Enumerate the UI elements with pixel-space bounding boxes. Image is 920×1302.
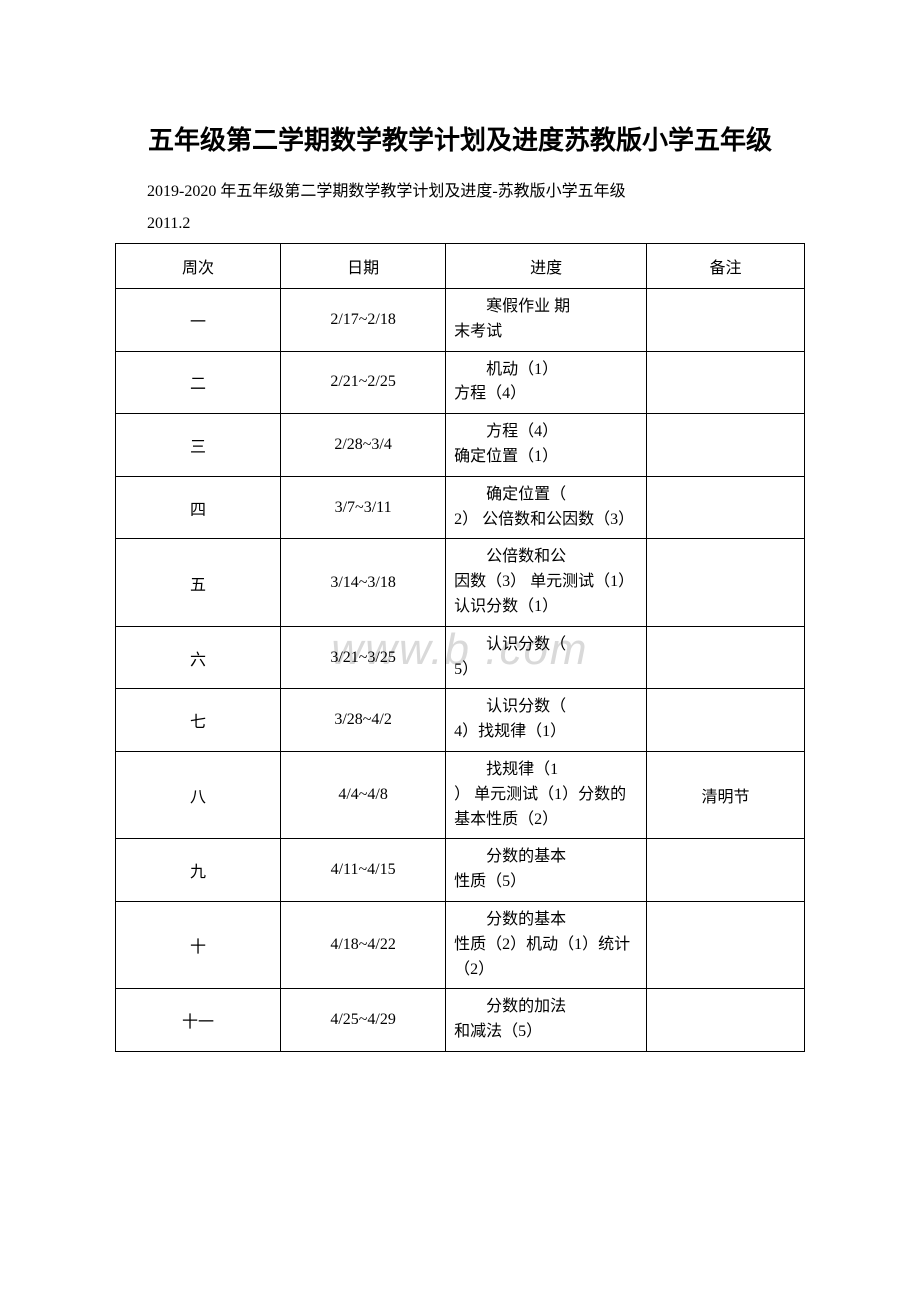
progress-first-line: 找规律（1	[454, 758, 638, 783]
table-row: 二2/21~2/25 机动（1） 方程（4）	[116, 351, 805, 414]
date-cell: 4/25~4/29	[281, 989, 446, 1052]
table-row: 六3/21~3/25 认识分数（ 5）	[116, 626, 805, 689]
progress-first-line: 分数的基本	[454, 845, 638, 870]
note-cell	[647, 351, 805, 414]
table-header-row: 周次 日期 进度 备注	[116, 244, 805, 289]
date-cell: 3/28~4/2	[281, 689, 446, 752]
progress-rest: 末考试	[454, 323, 502, 340]
progress-cell: 寒假作业 期末考试	[446, 289, 647, 352]
header-note: 备注	[647, 244, 805, 289]
progress-rest: 因数（3） 单元测试（1） 认识分数（1）	[454, 573, 634, 615]
progress-first-line: 认识分数（	[454, 695, 638, 720]
date-cell: 2/21~2/25	[281, 351, 446, 414]
note-cell	[647, 839, 805, 902]
table-row: 十一4/25~4/29分数的加法和减法（5）	[116, 989, 805, 1052]
table-row: 三2/28~3/4 方程（4） 确定位置（1）	[116, 414, 805, 477]
date-cell: 3/14~3/18	[281, 539, 446, 626]
progress-rest: 和减法（5）	[454, 1023, 542, 1040]
progress-cell: 机动（1） 方程（4）	[446, 351, 647, 414]
header-progress: 进度	[446, 244, 647, 289]
week-cell: 十一	[116, 989, 281, 1052]
progress-rest: 确定位置（1）	[454, 448, 558, 465]
progress-rest: 方程（4）	[454, 385, 526, 402]
note-cell	[647, 476, 805, 539]
progress-first-line: 方程（4）	[454, 420, 638, 445]
schedule-table: 周次 日期 进度 备注 一2/17~2/18寒假作业 期末考试二2/21~2/2…	[115, 243, 805, 1052]
table-row: 十4/18~4/22分数的基本性质（2）机动（1）统计（2）	[116, 901, 805, 988]
progress-first-line: 寒假作业 期	[454, 295, 638, 320]
progress-cell: 分数的加法和减法（5）	[446, 989, 647, 1052]
progress-rest: 5）	[454, 661, 478, 678]
page-title: 五年级第二学期数学教学计划及进度苏教版小学五年级	[115, 120, 805, 157]
week-cell: 六	[116, 626, 281, 689]
week-cell: 一	[116, 289, 281, 352]
progress-first-line: 分数的加法	[454, 995, 638, 1020]
progress-cell: 认识分数（ 5）	[446, 626, 647, 689]
progress-cell: 确定位置（ 2） 公倍数和公因数（3）	[446, 476, 647, 539]
table-row: 四3/7~3/11 确定位置（ 2） 公倍数和公因数（3）	[116, 476, 805, 539]
progress-rest: 2） 公倍数和公因数（3）	[454, 511, 634, 528]
date-cell: 3/7~3/11	[281, 476, 446, 539]
note-cell	[647, 689, 805, 752]
progress-cell: 找规律（1 ） 单元测试（1）分数的基本性质（2）	[446, 751, 647, 838]
note-cell	[647, 901, 805, 988]
date-cell: 4/18~4/22	[281, 901, 446, 988]
week-cell: 五	[116, 539, 281, 626]
progress-first-line: 公倍数和公	[454, 545, 638, 570]
week-cell: 八	[116, 751, 281, 838]
progress-cell: 公倍数和公因数（3） 单元测试（1） 认识分数（1）	[446, 539, 647, 626]
progress-cell: 方程（4） 确定位置（1）	[446, 414, 647, 477]
table-row: 九4/11~4/15分数的基本性质（5）	[116, 839, 805, 902]
note-cell	[647, 539, 805, 626]
note-cell	[647, 626, 805, 689]
week-cell: 十	[116, 901, 281, 988]
progress-rest: ） 单元测试（1）分数的基本性质（2）	[454, 786, 626, 828]
week-cell: 三	[116, 414, 281, 477]
progress-cell: 分数的基本性质（2）机动（1）统计（2）	[446, 901, 647, 988]
table-row: 八4/4~4/8 找规律（1 ） 单元测试（1）分数的基本性质（2） 清明节	[116, 751, 805, 838]
table-row: 五3/14~3/18公倍数和公因数（3） 单元测试（1） 认识分数（1）	[116, 539, 805, 626]
progress-rest: 4）找规律（1）	[454, 723, 566, 740]
header-week: 周次	[116, 244, 281, 289]
note-cell	[647, 414, 805, 477]
note-cell	[647, 989, 805, 1052]
note-cell	[647, 289, 805, 352]
date-cell: 4/11~4/15	[281, 839, 446, 902]
date-cell: 4/4~4/8	[281, 751, 446, 838]
date-line: 2011.2	[115, 215, 805, 233]
week-cell: 四	[116, 476, 281, 539]
date-cell: 2/17~2/18	[281, 289, 446, 352]
week-cell: 二	[116, 351, 281, 414]
progress-first-line: 机动（1）	[454, 358, 638, 383]
progress-first-line: 确定位置（	[454, 483, 638, 508]
date-cell: 3/21~3/25	[281, 626, 446, 689]
note-cell: 清明节	[647, 751, 805, 838]
progress-first-line: 认识分数（	[454, 633, 638, 658]
progress-cell: 认识分数（ 4）找规律（1）	[446, 689, 647, 752]
table-row: 一2/17~2/18寒假作业 期末考试	[116, 289, 805, 352]
header-date: 日期	[281, 244, 446, 289]
table-row: 七3/28~4/2 认识分数（ 4）找规律（1）	[116, 689, 805, 752]
week-cell: 七	[116, 689, 281, 752]
subtitle: 2019-2020 年五年级第二学期数学教学计划及进度-苏教版小学五年级	[115, 177, 805, 201]
progress-rest: 性质（5）	[454, 873, 526, 890]
progress-cell: 分数的基本性质（5）	[446, 839, 647, 902]
progress-first-line: 分数的基本	[454, 908, 638, 933]
date-cell: 2/28~3/4	[281, 414, 446, 477]
week-cell: 九	[116, 839, 281, 902]
progress-rest: 性质（2）机动（1）统计（2）	[454, 936, 630, 978]
